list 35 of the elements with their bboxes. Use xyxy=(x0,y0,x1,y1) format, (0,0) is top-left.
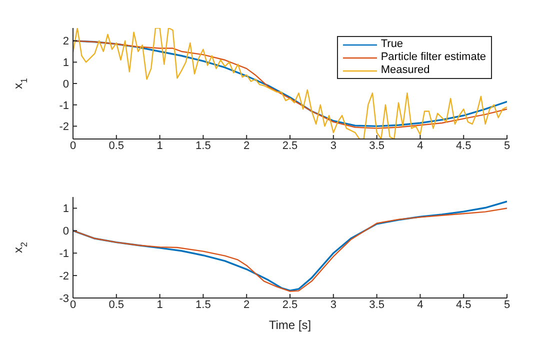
x-tick-label: 1 xyxy=(156,298,163,311)
y-tick-label: -3 xyxy=(59,292,69,305)
x-tick-label: 2 xyxy=(244,298,250,311)
x-tick-label: 4 xyxy=(417,140,424,152)
y-tick-label: 2 xyxy=(62,36,69,48)
x-tick-label: 4.5 xyxy=(456,140,472,152)
x-tick-label: 3.5 xyxy=(369,140,384,152)
x-axis-title: Time [s] xyxy=(268,318,312,332)
y-tick-label: -1 xyxy=(59,100,69,112)
x-tick-label: 2.5 xyxy=(282,298,298,311)
legend-label: Particle filter estimate xyxy=(380,51,486,64)
x-tick-label: 4.5 xyxy=(456,298,472,311)
y-tick-label: -1 xyxy=(59,248,69,260)
x-tick-label: 1 xyxy=(156,140,163,152)
legend-label: Measured xyxy=(380,64,430,77)
x-tick-label: 5 xyxy=(504,140,510,152)
y-tick-label: 1 xyxy=(62,203,69,216)
x-tick-label: 0.5 xyxy=(108,140,124,152)
x-tick-label: 3 xyxy=(330,298,336,311)
x-tick-label: 4 xyxy=(417,298,424,311)
y-tick-label: -2 xyxy=(59,121,69,134)
x-tick-label: 2 xyxy=(244,140,250,152)
line-series xyxy=(73,28,507,139)
x-tick-label: 5 xyxy=(504,298,510,311)
y-tick-label: 0 xyxy=(62,78,69,90)
y-tick-label: 0 xyxy=(62,226,69,238)
x-tick-label: 3.5 xyxy=(369,298,384,311)
x-tick-label: 2.5 xyxy=(282,140,298,152)
x-tick-label: 3 xyxy=(330,140,336,152)
x-tick-label: 1.5 xyxy=(196,140,211,152)
y-tick-label: 1 xyxy=(62,57,69,70)
y-tick-label: -2 xyxy=(59,270,69,282)
legend-label: True xyxy=(380,38,404,51)
x-tick-label: 0.5 xyxy=(108,298,124,311)
x-tick-label: 1.5 xyxy=(196,298,211,311)
